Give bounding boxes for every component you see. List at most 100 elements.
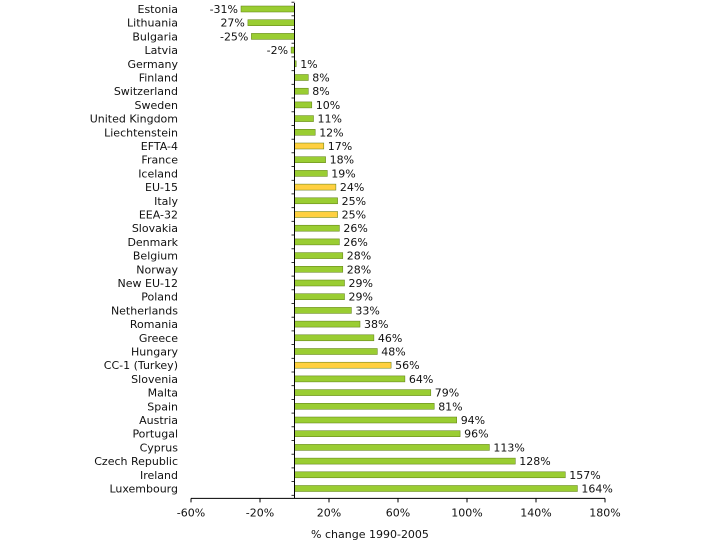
- category-label: Denmark: [127, 236, 178, 249]
- bar-finland: [294, 74, 309, 81]
- bar-poland: [294, 293, 345, 300]
- category-label: Latvia: [145, 44, 179, 57]
- category-label: Greece: [139, 332, 178, 345]
- bar-netherlands: [294, 307, 352, 314]
- value-label: 29%: [349, 277, 373, 290]
- value-label: 8%: [312, 72, 329, 85]
- bar-romania: [294, 320, 361, 328]
- value-label: 26%: [343, 222, 367, 235]
- category-label: Liechtenstein: [104, 126, 178, 139]
- bar-belgium: [294, 252, 344, 259]
- value-label: 11%: [318, 113, 342, 126]
- value-label: 81%: [438, 400, 462, 413]
- category-label: Switzerland: [114, 85, 178, 98]
- bar-ireland: [294, 471, 566, 479]
- value-label: 29%: [349, 291, 373, 304]
- x-axis-title: % change 1990-2005: [311, 528, 429, 540]
- bar-portugal: [294, 430, 461, 437]
- category-label: Romania: [130, 318, 178, 331]
- category-label: Lithuania: [127, 17, 178, 30]
- value-label: 96%: [464, 428, 488, 441]
- bar-efta-4: [294, 142, 325, 150]
- x-tick-label: 180%: [589, 506, 620, 519]
- category-label: France: [141, 154, 178, 167]
- value-label: 94%: [461, 414, 485, 427]
- category-label: Slovenia: [131, 373, 178, 386]
- value-label: 26%: [343, 236, 367, 249]
- category-label: United Kingdom: [90, 113, 178, 126]
- category-label: EFTA-4: [141, 140, 178, 153]
- value-label: 28%: [347, 250, 371, 263]
- category-label: Cyprus: [140, 441, 179, 454]
- value-label: 19%: [331, 167, 355, 180]
- x-tick-label: -60%: [177, 506, 205, 519]
- x-tick-label: 20%: [317, 506, 341, 519]
- bars-group: [240, 5, 578, 492]
- value-label: 64%: [409, 373, 433, 386]
- category-label: Czech Republic: [94, 455, 178, 468]
- category-label: Estonia: [138, 3, 179, 16]
- bar-spain: [294, 403, 435, 410]
- value-label: 18%: [330, 154, 354, 167]
- value-labels: -31%27%-25%-2%1%8%8%10%11%12%17%18%19%24…: [210, 3, 613, 496]
- bar-greece: [294, 334, 375, 342]
- value-label: -2%: [267, 44, 288, 57]
- value-label: 27%: [220, 17, 244, 30]
- bar-malta: [294, 389, 432, 396]
- axes: -60% -20% 20% 60% 100% 140% 180%: [177, 1, 621, 519]
- value-label: 48%: [381, 346, 405, 359]
- value-label: 28%: [347, 263, 371, 276]
- category-label: CC-1 (Turkey): [104, 359, 178, 372]
- category-label: Finland: [139, 72, 178, 85]
- x-tick-label: 100%: [451, 506, 482, 519]
- value-label: 25%: [342, 209, 366, 222]
- bar-bulgaria: [251, 33, 295, 40]
- bar-liechtenstein: [294, 129, 316, 136]
- category-label: Belgium: [133, 250, 178, 263]
- bar-austria: [294, 416, 457, 424]
- category-label: New EU-12: [118, 277, 178, 290]
- value-label: 17%: [328, 140, 352, 153]
- category-label: Sweden: [135, 99, 178, 112]
- bar-estonia: [240, 5, 295, 13]
- value-label: 8%: [312, 85, 329, 98]
- value-label: 33%: [355, 304, 379, 317]
- category-label: Malta: [148, 387, 178, 400]
- category-label: Italy: [154, 195, 178, 208]
- x-tick-label: 60%: [386, 506, 410, 519]
- bar-iceland: [294, 170, 328, 177]
- bar-new-eu-12: [294, 279, 345, 287]
- bar-france: [294, 156, 326, 163]
- value-label: 164%: [581, 483, 612, 496]
- bar-cyprus: [294, 444, 490, 451]
- category-labels: EstoniaLithuaniaBulgariaLatviaGermanyFin…: [90, 3, 179, 496]
- bar-norway: [294, 266, 344, 273]
- value-label: 10%: [316, 99, 340, 112]
- category-label: Ireland: [140, 469, 178, 482]
- bar-united-kingdom: [294, 115, 314, 122]
- bar-switzerland: [294, 87, 309, 95]
- bar-hungary: [294, 348, 378, 355]
- category-label: Luxembourg: [109, 483, 178, 496]
- bar-slovenia: [294, 375, 406, 383]
- category-label: Iceland: [138, 167, 178, 180]
- category-label: Austria: [139, 414, 178, 427]
- category-label: Hungary: [131, 346, 178, 359]
- value-label: 56%: [395, 359, 419, 372]
- bar-latvia: [290, 46, 295, 54]
- value-label: 12%: [319, 126, 343, 139]
- category-label: Norway: [136, 263, 178, 276]
- value-label: 38%: [364, 318, 388, 331]
- bar-sweden: [294, 101, 313, 109]
- bar-slovakia: [294, 224, 340, 232]
- category-label: Portugal: [132, 428, 178, 441]
- value-label: -31%: [210, 3, 238, 16]
- value-label: -25%: [220, 30, 248, 43]
- x-tick-label: -20%: [246, 506, 274, 519]
- category-label: Netherlands: [111, 304, 178, 317]
- bar-eea-32: [294, 211, 338, 218]
- category-label: Spain: [147, 400, 178, 413]
- bar-cc-1-turkey-: [294, 361, 392, 369]
- bar-czech-republic: [294, 457, 516, 465]
